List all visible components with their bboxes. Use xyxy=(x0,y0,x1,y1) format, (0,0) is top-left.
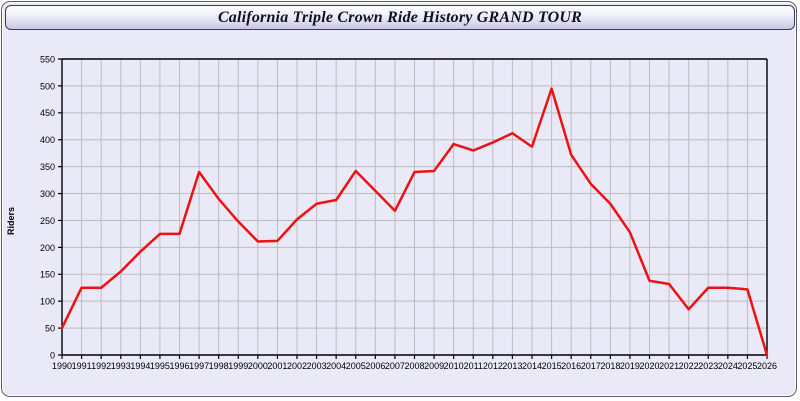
x-tick-label: 2015 xyxy=(542,361,562,371)
x-tick-label: 2020 xyxy=(639,361,659,371)
x-tick-label: 1991 xyxy=(72,361,92,371)
x-tick-label: 1998 xyxy=(209,361,229,371)
x-tick-label: 2023 xyxy=(698,361,718,371)
page-title: California Triple Crown Ride History GRA… xyxy=(217,8,583,26)
y-tick-label: 400 xyxy=(40,135,55,145)
x-tick-label: 1999 xyxy=(228,361,248,371)
y-tick-label: 250 xyxy=(40,216,55,226)
x-tick-label: 2007 xyxy=(385,361,405,371)
x-tick-label: 1990 xyxy=(52,361,72,371)
y-tick-label: 450 xyxy=(40,108,55,118)
x-tick-label: 2011 xyxy=(464,361,483,371)
x-tick-label: 1995 xyxy=(150,361,170,371)
x-axis-ticks: 1990 1991 1992 1993 1994 1995 1996 1997 1998 1999… xyxy=(52,355,777,371)
x-tick-label: 2012 xyxy=(483,361,503,371)
x-tick-label: 1996 xyxy=(169,361,189,371)
x-tick-label: 2010 xyxy=(444,361,464,371)
x-tick-label: 1993 xyxy=(111,361,131,371)
y-tick-label: 100 xyxy=(40,297,55,307)
x-tick-label: 2024 xyxy=(718,361,738,371)
x-tick-label: 2004 xyxy=(326,361,346,371)
x-tick-label: 1992 xyxy=(91,361,111,371)
x-tick-label: 1994 xyxy=(130,361,150,371)
grid-lines xyxy=(62,58,768,355)
x-tick-label: 2009 xyxy=(424,361,444,371)
y-tick-label: 350 xyxy=(40,162,55,172)
data-series-riders xyxy=(60,87,769,357)
chart-title-bar: California Triple Crown Ride History GRA… xyxy=(5,5,795,30)
x-tick-label: 2026 xyxy=(757,361,777,371)
x-tick-label: 2005 xyxy=(346,361,366,371)
y-axis-ticks: 0 50 100 150 200 250 300 350 400 450 500 550 xyxy=(40,54,62,360)
x-tick-label: 2002 xyxy=(287,361,307,371)
x-tick-label: 2013 xyxy=(502,361,522,371)
x-tick-label: 2022 xyxy=(679,361,699,371)
x-tick-label: 1997 xyxy=(189,361,209,371)
x-tick-label: 2017 xyxy=(581,361,601,371)
x-tick-label: 2001 xyxy=(267,361,287,371)
x-tick-label: 2008 xyxy=(404,361,424,371)
plot-region: Riders 0 50 100 150 200 250 300 350 400 450 500 550… xyxy=(2,32,796,396)
x-tick-label: 2014 xyxy=(522,361,542,371)
x-tick-label: 2019 xyxy=(620,361,640,371)
x-tick-label: 2003 xyxy=(307,361,327,371)
y-tick-label: 0 xyxy=(50,350,55,360)
x-tick-label: 2018 xyxy=(600,361,620,371)
x-tick-label: 2000 xyxy=(248,361,268,371)
x-tick-label: 2021 xyxy=(659,361,679,371)
y-tick-label: 50 xyxy=(45,323,55,333)
y-tick-label: 150 xyxy=(40,270,55,280)
y-tick-label: 550 xyxy=(40,54,55,64)
y-tick-label: 300 xyxy=(40,189,55,199)
y-tick-label: 200 xyxy=(40,243,55,253)
x-tick-label: 2006 xyxy=(365,361,385,371)
x-tick-label: 2025 xyxy=(737,361,757,371)
y-tick-label: 500 xyxy=(40,81,55,91)
x-tick-label: 2016 xyxy=(561,361,581,371)
